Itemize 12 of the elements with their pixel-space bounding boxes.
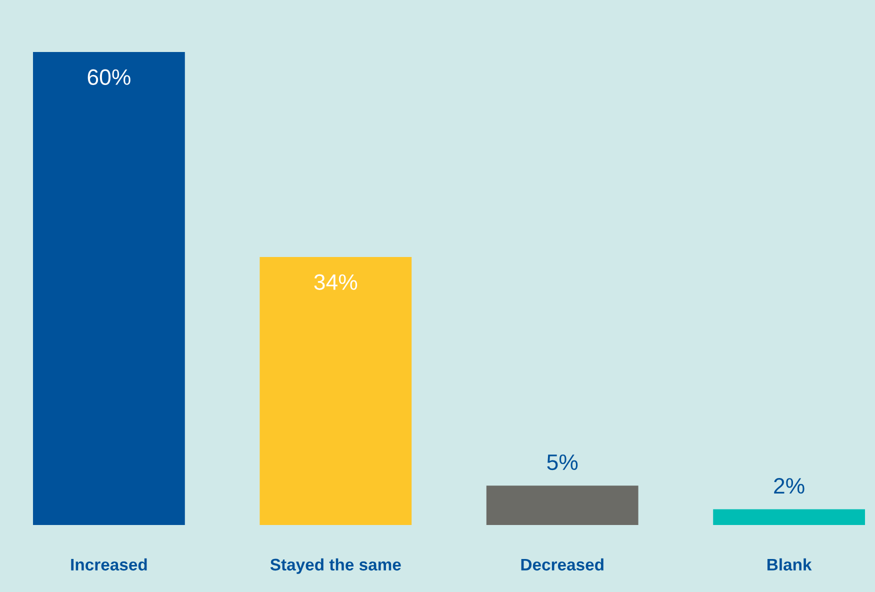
data-label: 34% xyxy=(314,274,358,290)
data-label: 2% xyxy=(774,478,804,494)
bar xyxy=(260,256,412,525)
x-tick-label: Stayed the same xyxy=(270,558,401,574)
data-label: 5% xyxy=(547,454,578,470)
x-tick-label: Blank xyxy=(767,558,812,571)
bar xyxy=(486,486,638,525)
bar xyxy=(33,52,185,525)
x-tick-label: Increased xyxy=(71,558,147,571)
data-label: 60% xyxy=(88,69,130,85)
bar xyxy=(713,509,865,525)
x-tick-label: Decreased xyxy=(521,558,604,571)
